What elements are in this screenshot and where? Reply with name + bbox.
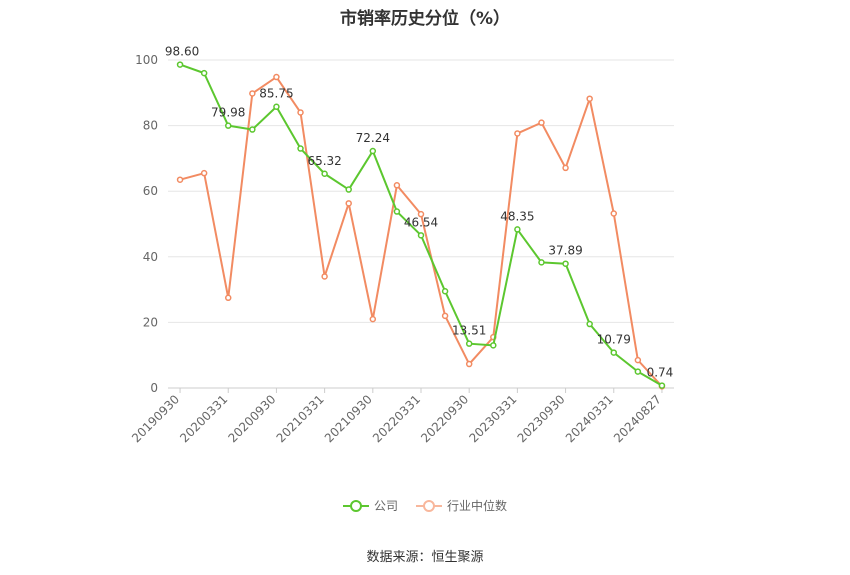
legend-item-company[interactable]: 公司: [342, 497, 398, 514]
data-point-industry-median[interactable]: [634, 356, 642, 364]
data-point-company[interactable]: [249, 126, 256, 133]
data-point-company[interactable]: [200, 69, 208, 77]
chart-title: 市销率历史分位（%）: [339, 9, 511, 29]
data-label: 37.89: [548, 244, 582, 258]
y-tick-label: 40: [143, 250, 158, 264]
data-point-company[interactable]: [321, 170, 328, 178]
data-label: 79.98: [211, 106, 245, 120]
data-point-industry-median[interactable]: [345, 200, 352, 207]
data-point-company[interactable]: [273, 103, 280, 110]
data-point-company[interactable]: [224, 122, 232, 129]
source-text: 数据来源：恒生聚源: [366, 550, 484, 565]
data-point-industry-median[interactable]: [610, 210, 618, 217]
data-point-company[interactable]: [417, 232, 425, 239]
data-point-industry-median[interactable]: [273, 73, 280, 81]
data-label: 0.74: [647, 366, 674, 380]
data-label: 46.54: [404, 215, 438, 229]
data-point-company[interactable]: [586, 320, 593, 328]
series-line-industry-median: [179, 76, 663, 388]
legend-industry-median-icon: [416, 499, 442, 512]
x-tick-label: 20240827: [611, 392, 664, 445]
x-tick-label: 20210930: [322, 392, 375, 445]
data-point-industry-median[interactable]: [321, 273, 328, 280]
data-point-industry-median[interactable]: [586, 95, 593, 102]
data-point-industry-median[interactable]: [417, 210, 425, 218]
data-point-company[interactable]: [490, 342, 497, 349]
data-point-company[interactable]: [465, 340, 473, 347]
data-point-industry-median[interactable]: [369, 315, 377, 323]
data-point-industry-median[interactable]: [538, 119, 545, 126]
x-tick-label: 20200331: [177, 392, 230, 445]
data-point-company[interactable]: [345, 186, 352, 193]
x-tick-label: 20220930: [418, 392, 471, 445]
data-point-company[interactable]: [369, 147, 377, 155]
data-point-company[interactable]: [393, 208, 401, 215]
x-tick-label: 20210331: [274, 392, 327, 445]
data-point-industry-median[interactable]: [393, 182, 401, 189]
data-label: 48.35: [500, 209, 534, 223]
x-tick-label: 20230930: [515, 392, 568, 445]
data-point-industry-median[interactable]: [465, 360, 473, 368]
y-tick-label: 20: [143, 315, 158, 329]
series: [176, 61, 666, 390]
x-tick-label: 20220331: [370, 392, 423, 445]
data-point-industry-median[interactable]: [249, 90, 256, 97]
x-tick-label: 20240331: [563, 392, 616, 445]
grid-lines: [168, 59, 674, 323]
data-point-industry-median[interactable]: [441, 312, 449, 320]
data-point-industry-median[interactable]: [176, 176, 184, 183]
legend: 公司 行业中位数: [0, 497, 850, 514]
legend-label-industry-median: 行业中位数: [447, 499, 508, 513]
data-point-company[interactable]: [658, 382, 666, 389]
data-point-industry-median[interactable]: [562, 164, 569, 172]
data-point-company[interactable]: [610, 349, 618, 356]
y-tick-label: 100: [135, 53, 158, 67]
line-chart: 0204060801002019093020200331202009302021…: [129, 45, 674, 445]
data-point-company[interactable]: [297, 145, 304, 152]
data-point-company[interactable]: [441, 287, 449, 295]
data-label: 72.24: [356, 131, 390, 145]
y-tick-label: 80: [143, 119, 158, 133]
data-label: 10.79: [597, 333, 631, 347]
x-tick-label: 20200930: [225, 392, 278, 445]
legend-label-company: 公司: [373, 499, 398, 513]
data-label: 13.51: [452, 324, 486, 338]
data-point-company[interactable]: [514, 226, 521, 233]
data-labels: 98.60 79.98 85.75 65.32 72.24 46.54 13.51 48.35…: [165, 45, 673, 380]
y-tick-label: 60: [143, 184, 158, 198]
y-tick-label: 0: [150, 381, 158, 395]
data-point-industry-median[interactable]: [224, 294, 232, 302]
data-label: 65.32: [307, 154, 341, 168]
data-point-company[interactable]: [562, 260, 569, 267]
data-point-company[interactable]: [176, 61, 184, 68]
data-point-industry-median[interactable]: [200, 169, 208, 177]
data-point-industry-median[interactable]: [514, 130, 521, 137]
data-point-industry-median[interactable]: [297, 109, 304, 116]
data-label: 98.60: [165, 45, 199, 59]
legend-item-industry-median[interactable]: 行业中位数: [416, 497, 507, 514]
legend-company-icon: [342, 499, 369, 512]
x-tick-label: 20190930: [129, 392, 182, 445]
x-tick-label: 20230331: [466, 392, 519, 445]
data-point-company[interactable]: [634, 368, 642, 375]
data-label: 85.75: [259, 87, 293, 101]
data-point-company[interactable]: [538, 259, 545, 266]
